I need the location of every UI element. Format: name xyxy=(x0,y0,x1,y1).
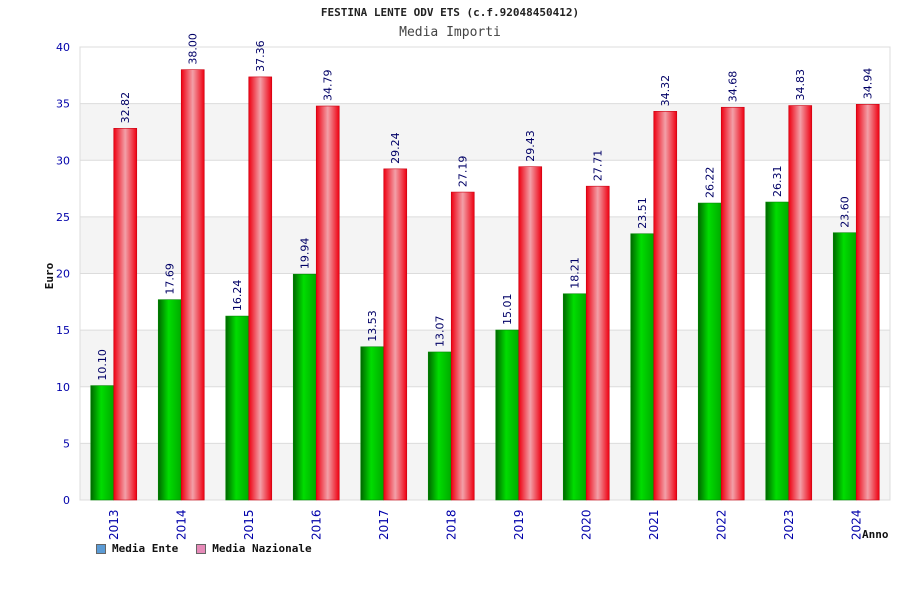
bar-media-nazionale-2014 xyxy=(180,69,205,501)
bar-media-nazionale-2022 xyxy=(720,106,745,501)
data-label: 19.94 xyxy=(299,238,312,270)
x-tick-label: 2017 xyxy=(377,509,391,540)
legend-swatch-media-nazionale xyxy=(196,543,207,554)
data-label: 15.01 xyxy=(501,294,514,326)
bar-media-nazionale-2018 xyxy=(450,191,475,501)
data-label: 13.07 xyxy=(434,315,447,347)
data-label: 38.00 xyxy=(187,33,200,65)
data-label: 26.31 xyxy=(771,166,784,198)
data-label: 23.51 xyxy=(636,197,649,229)
bar-media-nazionale-2015 xyxy=(248,76,273,501)
y-tick-label: 35 xyxy=(56,98,70,111)
plot-band xyxy=(80,386,890,444)
plot-band xyxy=(80,443,890,500)
data-label: 29.24 xyxy=(389,132,402,164)
x-tick-label: 2015 xyxy=(242,509,256,540)
data-label: 26.22 xyxy=(704,167,717,199)
bar-media-ente-2023 xyxy=(765,201,790,501)
bar-media-ente-2016 xyxy=(292,273,317,501)
x-axis-label: Anno xyxy=(862,528,889,541)
plot-band xyxy=(80,103,890,161)
x-tick-label: 2013 xyxy=(107,509,121,540)
y-tick-label: 25 xyxy=(56,211,70,224)
data-label: 17.69 xyxy=(164,263,177,295)
y-axis-label: Euro xyxy=(43,262,56,289)
x-tick-label: 2021 xyxy=(647,509,661,540)
bar-media-nazionale-2013 xyxy=(113,128,138,501)
bar-media-ente-2024 xyxy=(832,232,857,501)
data-label: 23.60 xyxy=(839,196,852,228)
x-tick-label: 2023 xyxy=(782,509,796,540)
x-tick-label: 2022 xyxy=(714,509,728,540)
data-label: 34.83 xyxy=(794,69,807,101)
chart-legend: Media Ente Media Nazionale xyxy=(96,542,312,555)
data-label: 13.53 xyxy=(366,310,379,342)
legend-item-media-ente: Media Ente xyxy=(96,542,178,555)
data-label: 27.71 xyxy=(592,150,605,182)
x-tick-label: 2014 xyxy=(174,509,188,540)
data-label: 27.19 xyxy=(457,156,470,188)
plot-band xyxy=(80,330,890,387)
bar-media-ente-2014 xyxy=(157,299,182,501)
y-tick-label: 20 xyxy=(56,268,70,281)
data-label: 32.82 xyxy=(119,92,132,124)
data-label: 29.43 xyxy=(524,130,537,162)
data-label: 34.68 xyxy=(727,71,740,103)
bar-media-ente-2019 xyxy=(495,329,520,501)
bar-media-nazionale-2019 xyxy=(518,166,543,501)
bar-media-ente-2013 xyxy=(90,385,115,501)
y-tick-label: 40 xyxy=(56,41,70,54)
legend-label-media-nazionale: Media Nazionale xyxy=(212,542,312,555)
bar-media-ente-2015 xyxy=(225,315,250,501)
x-tick-label: 2018 xyxy=(444,509,458,540)
plot-band xyxy=(80,273,890,331)
x-tick-label: 2024 xyxy=(849,509,863,540)
legend-label-media-ente: Media Ente xyxy=(112,542,179,555)
bar-media-ente-2021 xyxy=(630,233,655,501)
data-label: 18.21 xyxy=(569,257,582,289)
bar-media-nazionale-2023 xyxy=(788,105,813,501)
chart-subtitle: Media Importi xyxy=(399,25,501,40)
bar-media-ente-2017 xyxy=(360,346,385,501)
legend-swatch-media-ente xyxy=(96,543,106,554)
bar-media-nazionale-2016 xyxy=(315,105,340,501)
bar-media-ente-2020 xyxy=(562,293,587,501)
bar-media-nazionale-2020 xyxy=(585,185,610,501)
chart-title: FESTINA LENTE ODV ETS (c.f.92048450412) xyxy=(320,6,580,19)
y-tick-label: 10 xyxy=(56,381,70,394)
data-label: 34.94 xyxy=(862,68,875,100)
plot-band xyxy=(80,47,890,104)
plot-band xyxy=(80,160,890,217)
y-tick-label: 0 xyxy=(63,494,70,507)
bar-media-nazionale-2021 xyxy=(653,111,678,501)
bar-media-ente-2022 xyxy=(697,202,722,501)
x-tick-label: 2020 xyxy=(579,509,593,540)
bar-media-nazionale-2024 xyxy=(855,104,880,501)
y-tick-label: 5 xyxy=(63,437,70,450)
x-tick-label: 2016 xyxy=(309,509,323,540)
data-label: 10.10 xyxy=(96,349,109,381)
x-tick-label: 2019 xyxy=(512,509,526,540)
bar-media-ente-2018 xyxy=(427,351,452,501)
data-label: 37.36 xyxy=(254,40,267,72)
y-tick-label: 30 xyxy=(56,154,70,167)
legend-item-media-nazionale: Media Nazionale xyxy=(196,542,312,555)
data-label: 16.24 xyxy=(231,280,244,312)
data-label: 34.79 xyxy=(322,70,335,102)
bar-media-nazionale-2017 xyxy=(383,168,408,501)
data-label: 34.32 xyxy=(659,75,672,107)
y-tick-label: 15 xyxy=(56,324,70,337)
plot-band xyxy=(80,216,890,274)
